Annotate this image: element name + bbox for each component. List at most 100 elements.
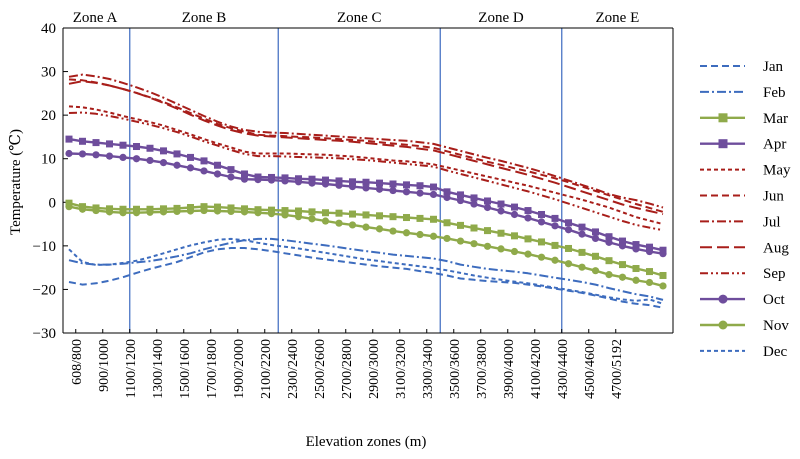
point-oct xyxy=(578,230,586,238)
point-mar xyxy=(214,203,221,211)
point-oct xyxy=(402,188,411,196)
point-nov xyxy=(605,271,613,279)
point-mar xyxy=(538,238,545,246)
point-oct xyxy=(605,238,613,246)
point-oct xyxy=(321,180,330,188)
point-oct xyxy=(618,242,627,250)
point-apr xyxy=(538,210,545,218)
point-apr xyxy=(187,153,194,161)
point-nov xyxy=(510,247,519,256)
point-nov xyxy=(78,205,87,213)
point-oct xyxy=(470,200,478,208)
series-line-nov xyxy=(68,205,664,288)
x-tick-label: 4700/5192 xyxy=(610,339,625,399)
point-nov xyxy=(267,210,276,218)
legend-marker-apr xyxy=(718,139,728,149)
point-nov xyxy=(335,219,343,227)
point-nov xyxy=(92,206,100,215)
point-apr xyxy=(457,191,464,199)
point-nov xyxy=(632,276,640,284)
point-apr xyxy=(389,180,397,188)
legend-label-nov: Nov xyxy=(763,318,789,334)
x-axis-label: Elevation zones (m) xyxy=(306,434,427,450)
point-mar xyxy=(389,213,397,221)
point-apr xyxy=(106,140,113,148)
legend-marker-nov xyxy=(718,320,728,330)
point-nov xyxy=(564,260,573,268)
axes-layer: Temperature (℃) Elevation zones (m) −30 −… xyxy=(8,21,674,450)
point-mar xyxy=(403,214,410,222)
point-nov xyxy=(524,250,532,258)
x-tick-label: 1700/1800 xyxy=(205,339,220,399)
point-apr xyxy=(524,207,532,215)
point-apr xyxy=(470,194,478,202)
series-line-feb xyxy=(68,237,664,301)
x-tick-label: 2100/2200 xyxy=(259,339,274,399)
y-tick-label: 0 xyxy=(49,195,57,211)
point-nov xyxy=(308,215,316,223)
point-nov xyxy=(551,256,559,264)
zone-label: Zone E xyxy=(596,10,640,26)
point-nov xyxy=(443,234,451,243)
point-apr xyxy=(605,233,613,241)
point-apr xyxy=(362,178,370,186)
point-oct xyxy=(429,190,438,199)
point-nov xyxy=(186,207,195,215)
x-tick-label: 4100/4200 xyxy=(529,339,544,399)
legend-label-jan: Jan xyxy=(763,59,783,75)
x-tick-label: 3300/3400 xyxy=(421,339,436,399)
point-mar xyxy=(308,208,316,216)
x-tick-label: 2700/2800 xyxy=(340,339,355,399)
point-apr xyxy=(619,237,626,245)
point-oct xyxy=(497,207,505,215)
series-line-oct xyxy=(68,152,664,255)
legend-label-apr: Apr xyxy=(763,137,786,153)
point-nov xyxy=(200,206,208,215)
point-nov xyxy=(416,230,424,239)
point-apr xyxy=(551,214,559,222)
point-apr xyxy=(200,157,208,165)
point-oct xyxy=(416,189,424,197)
series-line-sep xyxy=(68,111,664,232)
legend-label-aug: Aug xyxy=(763,240,789,256)
point-nov xyxy=(105,208,114,216)
point-oct xyxy=(308,179,316,187)
point-mar xyxy=(200,203,208,211)
legend-label-sep: Sep xyxy=(763,266,786,282)
x-tick-label: 1900/2000 xyxy=(232,339,247,399)
point-apr xyxy=(92,139,100,147)
x-tick-label: 3100/3200 xyxy=(394,339,409,399)
x-tick-label: 4300/4400 xyxy=(556,339,571,399)
point-oct xyxy=(254,176,262,184)
point-oct xyxy=(483,203,492,212)
point-mar xyxy=(457,221,464,229)
point-nov xyxy=(227,207,235,216)
point-apr xyxy=(565,219,572,227)
point-nov xyxy=(497,245,505,253)
point-mar xyxy=(524,235,532,243)
point-mar xyxy=(511,232,518,240)
point-nov xyxy=(483,242,492,250)
zone-label: Zone B xyxy=(182,10,227,26)
point-oct xyxy=(119,153,127,162)
point-mar xyxy=(281,207,289,215)
point-nov xyxy=(240,208,249,216)
x-tick-label: 4500/4600 xyxy=(583,339,598,399)
point-oct xyxy=(146,156,154,165)
point-oct xyxy=(281,177,289,185)
point-oct xyxy=(524,214,532,222)
point-nov xyxy=(578,263,586,271)
point-nov xyxy=(402,229,411,237)
point-oct xyxy=(65,149,73,158)
legend-label-jun: Jun xyxy=(763,189,784,205)
x-tick-label: 2500/2600 xyxy=(313,339,328,399)
point-apr xyxy=(443,188,451,196)
point-mar xyxy=(659,271,667,279)
legend-label-dec: Dec xyxy=(763,344,787,360)
point-oct xyxy=(240,175,249,183)
point-mar xyxy=(619,261,626,269)
point-apr xyxy=(214,161,221,169)
point-nov xyxy=(456,237,465,245)
point-nov xyxy=(281,211,289,219)
x-tick-label: 1100/1200 xyxy=(124,339,139,398)
